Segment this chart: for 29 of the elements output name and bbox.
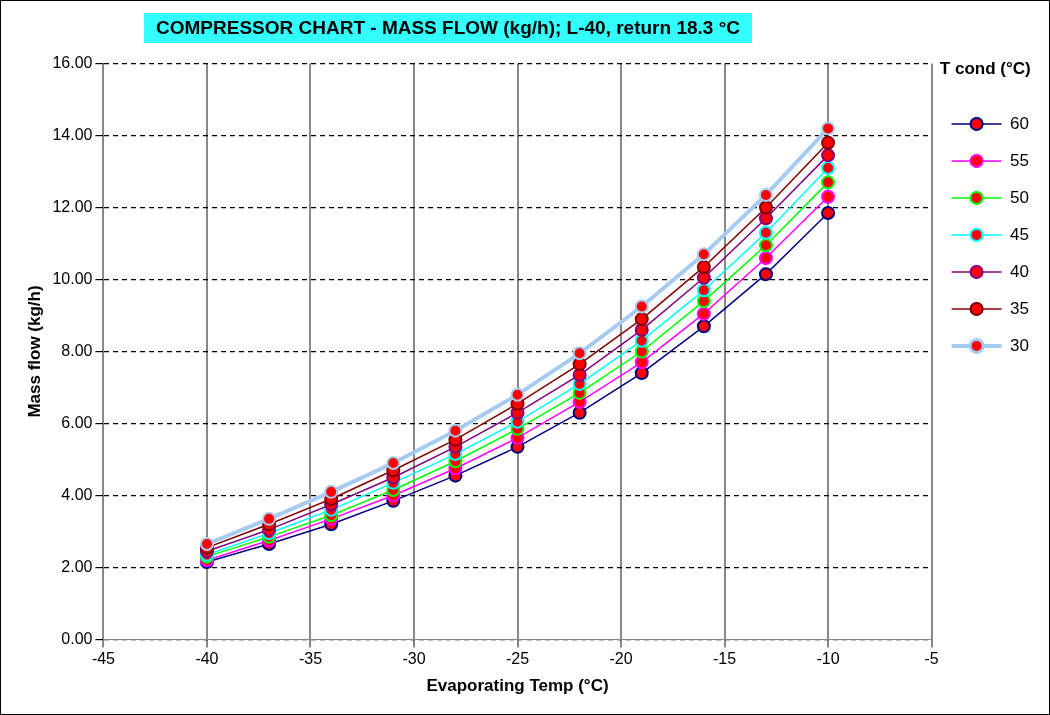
y-tick-label: 14.00: [52, 125, 93, 143]
legend-label: 40: [1010, 261, 1030, 281]
legend-title: T cond (°C): [939, 59, 1031, 79]
legend-label: 45: [1010, 224, 1030, 244]
y-tick-label: 4.00: [61, 485, 93, 503]
x-tick-label: -30: [402, 650, 426, 668]
x-tick-label: -25: [505, 650, 530, 668]
x-axis-title: Evaporating Temp (°C): [426, 676, 609, 696]
legend-label: 30: [1010, 335, 1030, 355]
y-tick-label: 2.00: [61, 557, 93, 575]
chart-title: COMPRESSOR CHART - MASS FLOW (kg/h); L-40, return 18.3 °C: [144, 13, 752, 43]
y-tick-label: 8.00: [61, 341, 93, 359]
x-tick-label: -5: [924, 650, 939, 668]
x-tick-label: -10: [816, 650, 840, 668]
legend-label: 50: [1010, 187, 1030, 207]
y-tick-label: 16.00: [52, 54, 93, 72]
x-tick-label: -35: [298, 650, 323, 668]
x-tick-label: -40: [195, 650, 219, 668]
y-tick-label: 0.00: [61, 629, 93, 647]
x-tick-label: -45: [91, 650, 116, 668]
x-tick-label: -20: [609, 650, 633, 668]
legend-label: 60: [1010, 113, 1030, 133]
legend-label: 55: [1010, 150, 1030, 170]
y-tick-label: 6.00: [61, 413, 93, 431]
x-tick-label: -15: [712, 650, 737, 668]
y-tick-label: 10.00: [52, 269, 93, 287]
legend-label: 35: [1010, 298, 1030, 318]
y-axis-title: Mass flow (kg/h): [24, 285, 44, 418]
y-tick-label: 12.00: [52, 197, 93, 215]
